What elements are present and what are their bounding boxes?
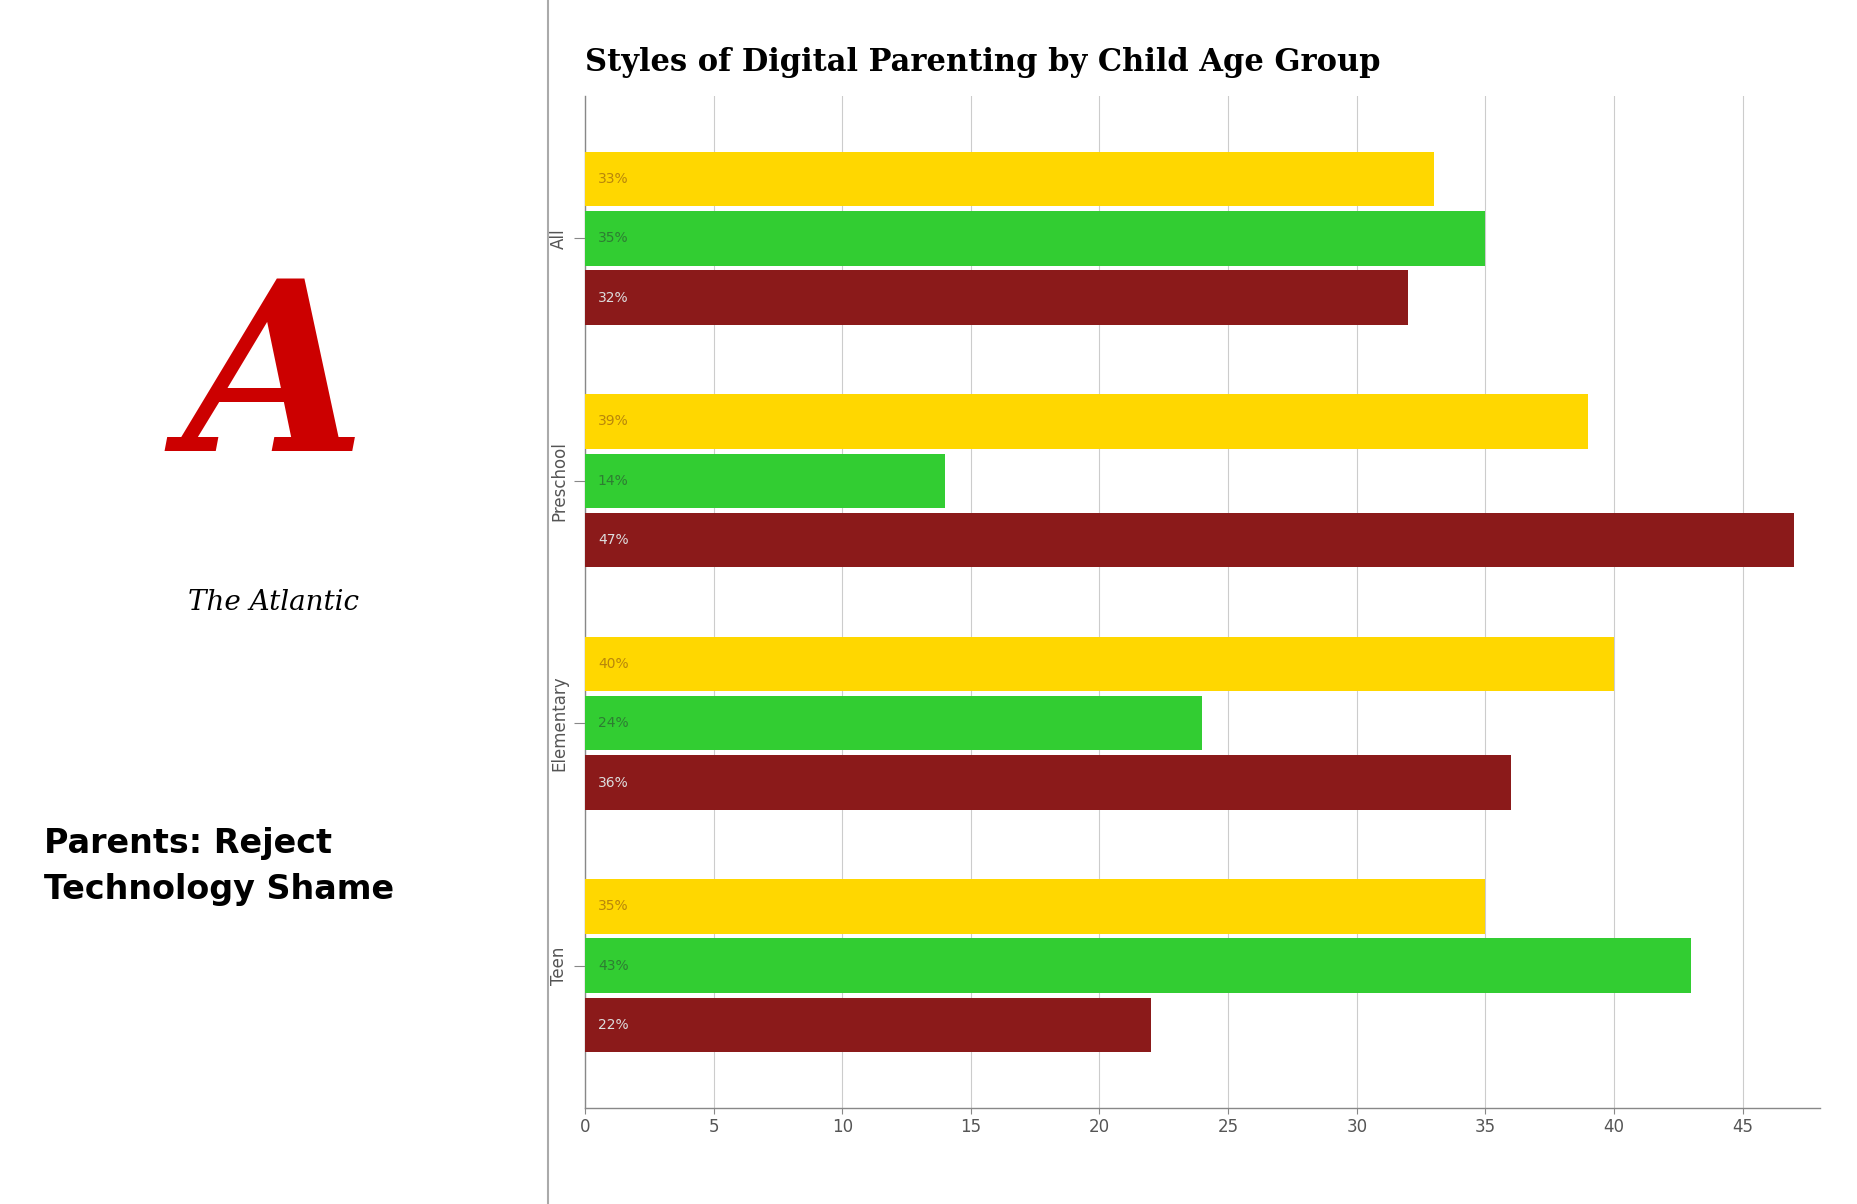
Text: 33%: 33% bbox=[598, 172, 628, 185]
Bar bbox=[585, 637, 1614, 691]
Text: 35%: 35% bbox=[598, 231, 628, 246]
Text: 22%: 22% bbox=[598, 1019, 628, 1032]
Bar bbox=[585, 755, 1512, 810]
Text: 39%: 39% bbox=[598, 414, 628, 429]
Text: 35%: 35% bbox=[598, 899, 628, 914]
Bar bbox=[585, 211, 1486, 266]
Bar bbox=[585, 394, 1588, 449]
Bar bbox=[585, 513, 1794, 567]
Text: 32%: 32% bbox=[598, 290, 628, 305]
Text: The Atlantic: The Atlantic bbox=[188, 589, 360, 615]
Text: 40%: 40% bbox=[598, 657, 628, 671]
Text: 47%: 47% bbox=[598, 533, 628, 547]
Text: 43%: 43% bbox=[598, 958, 628, 973]
Bar bbox=[585, 454, 945, 508]
Bar bbox=[585, 998, 1151, 1052]
Bar bbox=[585, 696, 1201, 750]
Bar bbox=[585, 271, 1408, 325]
Text: 14%: 14% bbox=[598, 474, 628, 488]
Text: A: A bbox=[182, 271, 366, 500]
Text: 24%: 24% bbox=[598, 716, 628, 730]
Text: Parents: Reject
Technology Shame: Parents: Reject Technology Shame bbox=[45, 827, 394, 907]
Bar bbox=[585, 152, 1434, 206]
Bar bbox=[585, 938, 1692, 993]
Bar bbox=[585, 879, 1486, 933]
Text: Styles of Digital Parenting by Child Age Group: Styles of Digital Parenting by Child Age… bbox=[585, 47, 1380, 78]
Text: 36%: 36% bbox=[598, 775, 628, 790]
